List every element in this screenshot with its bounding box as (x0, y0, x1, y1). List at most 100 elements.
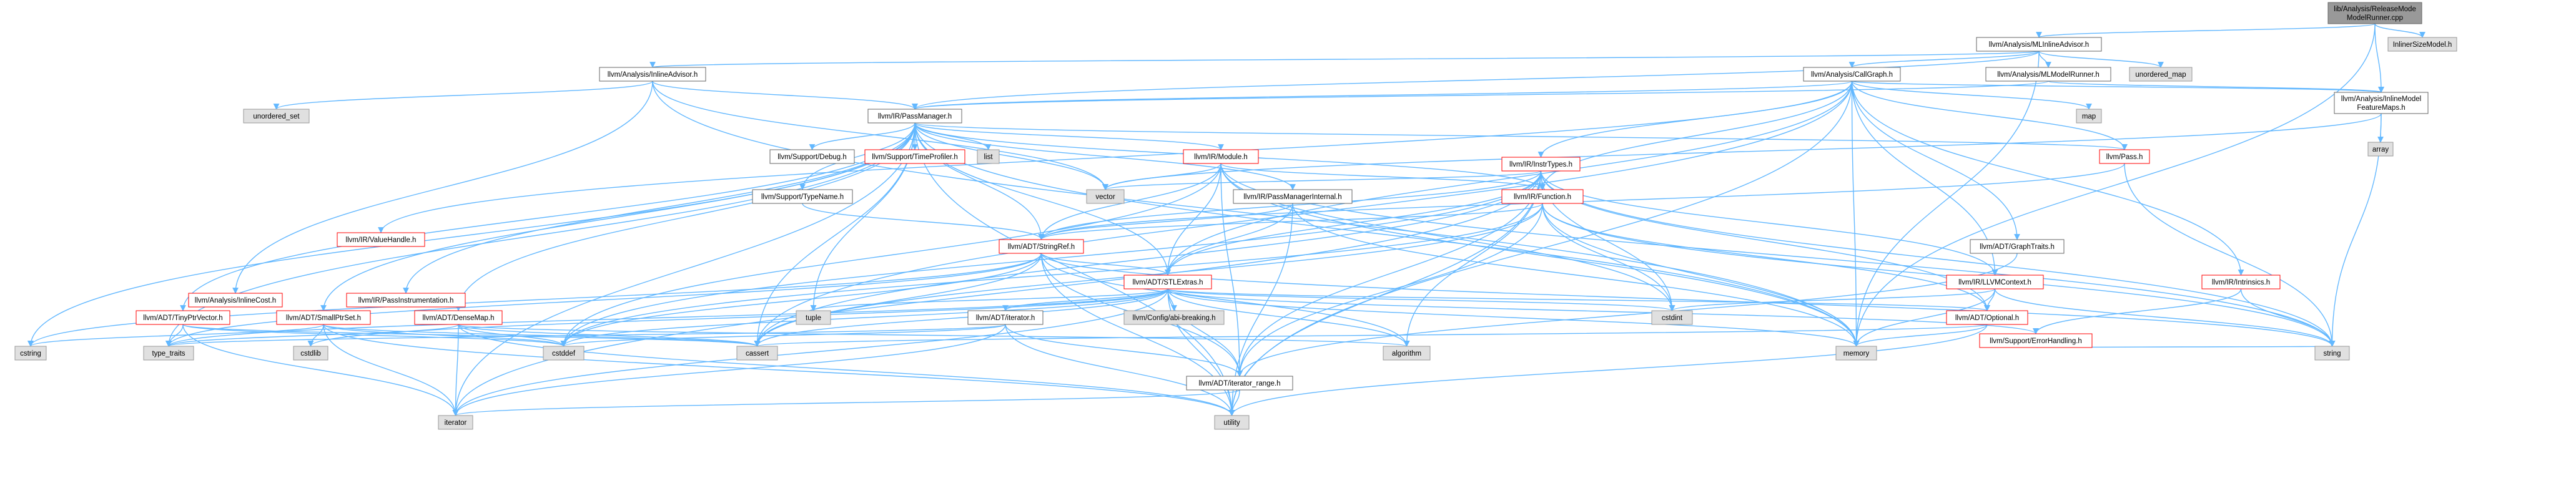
edge-string_ref-to-algorithm (1040, 253, 1410, 347)
node-small-ptr-set[interactable]: llvm/ADT/SmallPtrSet.h (276, 310, 371, 325)
node-adt-optional[interactable]: llvm/ADT/Optional.h (1946, 310, 2028, 325)
node-stl-extras[interactable]: llvm/ADT/STLExtras.h (1123, 275, 1212, 289)
edge-adt_optional-to-cassert (754, 324, 1988, 347)
node-inline-cost[interactable]: llvm/Analysis/InlineCost.h (188, 293, 283, 308)
node-label: type_traits (152, 350, 185, 358)
edge-ir_module-to-string_ref (1038, 163, 1221, 240)
node-pass-manager-internal[interactable]: llvm/IR/PassManagerInternal.h (1233, 189, 1353, 204)
node-type-name[interactable]: llvm/Support/TypeName.h (752, 189, 853, 204)
node-ir-function[interactable]: llvm/IR/Function.h (1501, 189, 1584, 204)
edge-string_ref-to-string (1040, 253, 2336, 347)
edge-intrinsics-to-error_handling (2033, 288, 2242, 334)
node-iterator-range[interactable]: llvm/ADT/iterator_range.h (1186, 376, 1293, 391)
node-box (543, 346, 585, 361)
edge-llvm_context-to-string (1994, 288, 2336, 347)
node-box (867, 109, 962, 124)
node-inline-advisor[interactable]: llvm/Analysis/InlineAdvisor.h (599, 67, 706, 82)
edge-string_ref-to-cstddef (560, 253, 1042, 347)
edge-pass_manager-to-pass_manager_internal (914, 122, 1296, 190)
edge-small_ptr_set-to-utility (323, 324, 1235, 416)
edge-call_graph-to-ir_function (1539, 80, 1853, 190)
edge-call_graph-to-memory (1851, 80, 1860, 347)
node-box (1985, 67, 2111, 82)
node-adt-iterator[interactable]: llvm/ADT/iterator.h (967, 310, 1044, 325)
node-ml-model-runner[interactable]: llvm/Analysis/MLModelRunner.h (1985, 67, 2111, 82)
node-box (143, 346, 194, 361)
node-box (136, 310, 230, 325)
edge-pass_manager-to-ir_module (914, 122, 1224, 150)
node-ir-pass[interactable]: llvm/Pass.h (2099, 149, 2150, 164)
edge-inline_advisor-to-pass_manager (652, 80, 918, 110)
edge-dense_map-to-algorithm (458, 324, 1409, 347)
node-box (1979, 333, 2093, 348)
edge-pass_manager-to-iterator (452, 122, 915, 416)
node-label: llvm/ADT/iterator.h (976, 314, 1035, 322)
node-label: llvm/Support/Debug.h (777, 153, 847, 161)
node-label: llvm/Analysis/InlineAdvisor.h (608, 71, 698, 79)
node-graph-traits[interactable]: llvm/ADT/GraphTraits.h (1970, 239, 2065, 254)
edge-adt_optional-to-utility (1228, 324, 1988, 416)
node-unordered-set: unordered_set (243, 109, 310, 124)
node-label: llvm/ADT/STLExtras.h (1132, 279, 1203, 286)
node-map: map (2076, 109, 2102, 124)
node-label: llvm/ADT/StringRef.h (1008, 243, 1075, 251)
node-instr-types[interactable]: llvm/IR/InstrTypes.h (1501, 157, 1581, 172)
node-value-handle[interactable]: llvm/IR/ValueHandle.h (337, 232, 425, 247)
node-label: llvm/Support/ErrorHandling.h (1990, 338, 2082, 345)
node-label: llvm/IR/PassManagerInternal.h (1243, 193, 1341, 201)
node-ir-module[interactable]: llvm/IR/Module.h (1183, 149, 1259, 164)
node-label: llvm/Config/abi-breaking.h (1133, 314, 1216, 322)
node-box (796, 310, 831, 325)
edge-dense_map-to-type_traits (165, 324, 459, 347)
node-label: memory (1843, 350, 1870, 358)
edge-pass_manager-to-pass_instrumentation (403, 122, 915, 294)
edge-iterator_range-to-iterator (453, 389, 1240, 416)
node-label: cstdlib (300, 350, 321, 358)
node-pass-manager[interactable]: llvm/IR/PassManager.h (867, 109, 962, 124)
node-intrinsics[interactable]: llvm/IR/Intrinsics.h (2201, 275, 2281, 289)
node-tiny-ptr-vector[interactable]: llvm/ADT/TinyPtrVector.h (136, 310, 230, 325)
edge-dense_map-to-cstddef (458, 324, 567, 347)
node-error-handling[interactable]: llvm/Support/ErrorHandling.h (1979, 333, 2093, 348)
node-cstdint: cstdint (1651, 310, 1693, 325)
node-string-ref[interactable]: llvm/ADT/StringRef.h (999, 239, 1084, 254)
node-pass-instrumentation[interactable]: llvm/IR/PassInstrumentation.h (346, 293, 466, 308)
node-call-graph[interactable]: llvm/Analysis/CallGraph.h (1803, 67, 1901, 82)
node-time-profiler[interactable]: llvm/Support/TimeProfiler.h (864, 149, 965, 164)
edge-pass_manager-to-memory (914, 122, 1860, 347)
node-box (864, 149, 965, 164)
node-ml-inline-advisor[interactable]: llvm/Analysis/MLInlineAdvisor.h (1976, 37, 2102, 52)
node-box (188, 293, 283, 308)
node-support-debug[interactable]: llvm/Support/Debug.h (769, 149, 855, 164)
edge-ir_module-to-cstddef (560, 163, 1221, 347)
node-box (1501, 157, 1581, 172)
edge-stl_extras-to-type_traits (165, 288, 1168, 347)
node-label: list (984, 153, 993, 161)
node-label: llvm/IR/Function.h (1514, 193, 1571, 201)
node-box (1214, 415, 1250, 430)
node-box (1123, 310, 1225, 325)
edge-dense_map-to-utility (458, 324, 1235, 416)
edge-ir_function-to-string (1542, 203, 2336, 347)
edge-ir_function-to-string_ref (1038, 203, 1543, 240)
node-label: llvm/Analysis/InlineCost.h (195, 297, 276, 304)
node-box (346, 293, 466, 308)
node-label: llvm/ADT/DenseMap.h (422, 314, 494, 322)
edge-call_graph-to-value_handle (378, 80, 1853, 233)
edge-ml_inline_advisor-to-call_graph (1848, 51, 2040, 68)
edge-instr_types-to-utility (1228, 170, 1542, 416)
node-llvm-context[interactable]: llvm/IR/LLVMContext.h (1946, 275, 2044, 289)
node-label: FeatureMaps.h (2357, 104, 2405, 112)
node-box (1946, 310, 2028, 325)
edge-call_graph-to-pass_manager (912, 80, 1853, 110)
edge-ir_function-to-iterator_range (1236, 203, 1543, 377)
node-vector: vector (1086, 189, 1125, 204)
node-dense-map[interactable]: llvm/ADT/DenseMap.h (414, 310, 503, 325)
edge-string_ref-to-cassert (754, 253, 1042, 347)
edge-ir_module-to-iterator_range (1220, 163, 1243, 377)
edge-root-to-inliner_size_model (2374, 23, 2425, 38)
edge-ir_function-to-memory (1542, 203, 1860, 347)
node-label: llvm/ADT/Optional.h (1955, 314, 2019, 322)
